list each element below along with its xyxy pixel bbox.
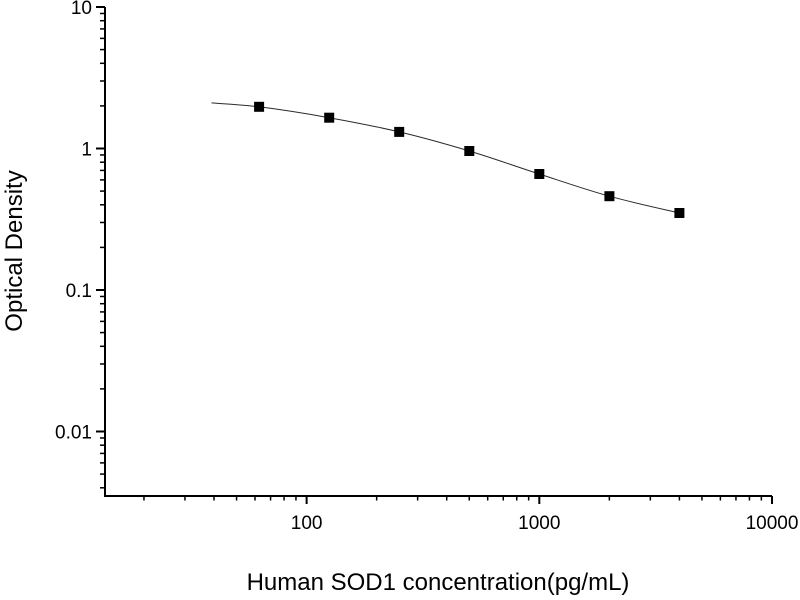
data-point-marker	[674, 208, 685, 218]
data-point-marker	[254, 101, 265, 112]
data-point-marker	[534, 169, 545, 179]
y-tick-label: 0.1	[66, 281, 92, 302]
y-tick-label: 1	[81, 139, 92, 160]
data-point-marker	[394, 126, 405, 137]
x-tick-label: 1000	[518, 513, 560, 534]
y-tick-label: 0.01	[55, 422, 92, 443]
x-tick-label: 100	[291, 513, 323, 534]
data-point-marker	[324, 112, 335, 123]
data-point-marker	[464, 146, 475, 156]
fit-curve	[211, 102, 680, 214]
x-axis-title: Human SOD1 concentration(pg/mL)	[246, 569, 630, 596]
y-axis-title: Optical Density	[1, 170, 28, 332]
y-tick-label: 10	[71, 0, 92, 19]
x-tick-label: 10000	[746, 513, 799, 534]
data-point-marker	[604, 191, 615, 202]
